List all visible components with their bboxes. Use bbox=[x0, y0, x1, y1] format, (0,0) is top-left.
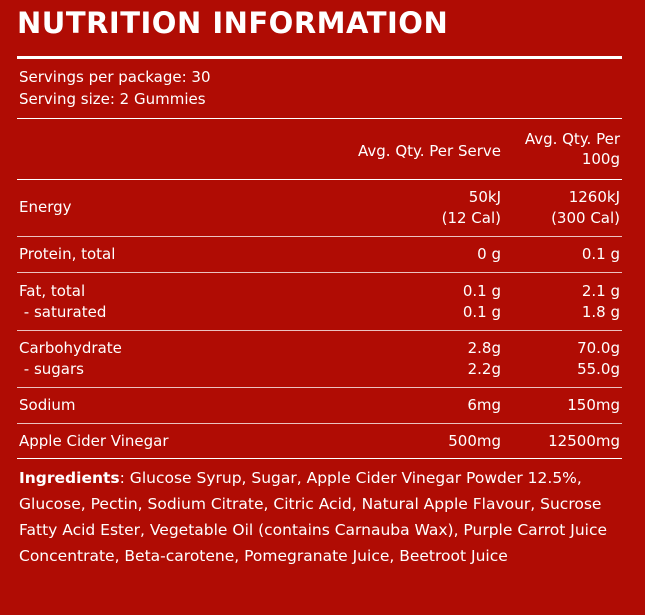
row-value-per-serve: 500mg bbox=[448, 432, 501, 450]
sugars-per-serve: 2.2g bbox=[467, 360, 501, 378]
fat-saturated-per-serve: 0.1 g bbox=[462, 303, 501, 321]
row-label: Sodium bbox=[19, 396, 76, 414]
row-value-per-serve: 2.8g 2.2g bbox=[468, 338, 501, 380]
page-title: NUTRITION INFORMATION bbox=[17, 6, 449, 40]
row-divider bbox=[17, 330, 622, 331]
row-divider bbox=[17, 272, 622, 273]
fat-total-per-serve: 0.1 g bbox=[462, 282, 501, 300]
carbohydrate-per-serve: 2.8g bbox=[467, 339, 501, 357]
fat-total-per-100g: 2.1 g bbox=[581, 282, 620, 300]
row-sub-label: - sugars bbox=[19, 360, 84, 378]
header-per-serve: Avg. Qty. Per Serve bbox=[358, 142, 501, 160]
row-label: Protein, total bbox=[19, 245, 116, 263]
servings-per-package: Servings per package: 30 bbox=[19, 68, 211, 86]
serving-size: Serving size: 2 Gummies bbox=[19, 90, 206, 108]
header-per-100g-line2: 100g bbox=[581, 150, 620, 168]
energy-kj-per-100g: 1260kJ bbox=[568, 188, 620, 206]
row-value-per-100g: 150mg bbox=[567, 396, 620, 414]
row-label: Apple Cider Vinegar bbox=[19, 432, 169, 450]
row-divider bbox=[17, 236, 622, 237]
row-value-per-100g: 12500mg bbox=[548, 432, 620, 450]
servings-rule bbox=[17, 118, 622, 119]
row-value-per-100g: 0.1 g bbox=[581, 245, 620, 263]
title-rule bbox=[17, 56, 622, 59]
energy-cal-per-serve: (12 Cal) bbox=[441, 209, 501, 227]
carbohydrate-per-100g: 70.0g bbox=[577, 339, 620, 357]
row-label: Energy bbox=[19, 198, 72, 216]
row-value-per-100g: 1260kJ (300 Cal) bbox=[551, 187, 620, 229]
row-label: Fat, total bbox=[19, 282, 86, 300]
ingredients-list: : Glucose Syrup, Sugar, Apple Cider Vine… bbox=[19, 469, 608, 565]
header-rule bbox=[17, 179, 622, 180]
ingredients-section: Ingredients: Glucose Syrup, Sugar, Apple… bbox=[19, 465, 624, 569]
energy-cal-per-100g: (300 Cal) bbox=[551, 209, 620, 227]
row-value-per-serve: 6mg bbox=[467, 396, 501, 414]
ingredients-heading: Ingredients bbox=[19, 469, 120, 487]
fat-saturated-per-100g: 1.8 g bbox=[581, 303, 620, 321]
row-divider bbox=[17, 387, 622, 388]
row-value-per-100g: 2.1 g 1.8 g bbox=[582, 281, 620, 323]
header-per-100g: Avg. Qty. Per 100g bbox=[525, 129, 620, 169]
row-value-per-serve: 0 g bbox=[477, 245, 501, 263]
row-value-per-serve: 50kJ (12 Cal) bbox=[442, 187, 501, 229]
row-label: Carbohydrate bbox=[19, 339, 122, 357]
sugars-per-100g: 55.0g bbox=[577, 360, 620, 378]
row-value-per-100g: 70.0g 55.0g bbox=[577, 338, 620, 380]
row-divider bbox=[17, 423, 622, 424]
header-per-100g-line1: Avg. Qty. Per bbox=[524, 130, 620, 148]
row-value-per-serve: 0.1 g 0.1 g bbox=[463, 281, 501, 323]
table-bottom-rule bbox=[17, 458, 622, 459]
energy-kj-per-serve: 50kJ bbox=[468, 188, 501, 206]
row-sub-label: - saturated bbox=[19, 303, 107, 321]
